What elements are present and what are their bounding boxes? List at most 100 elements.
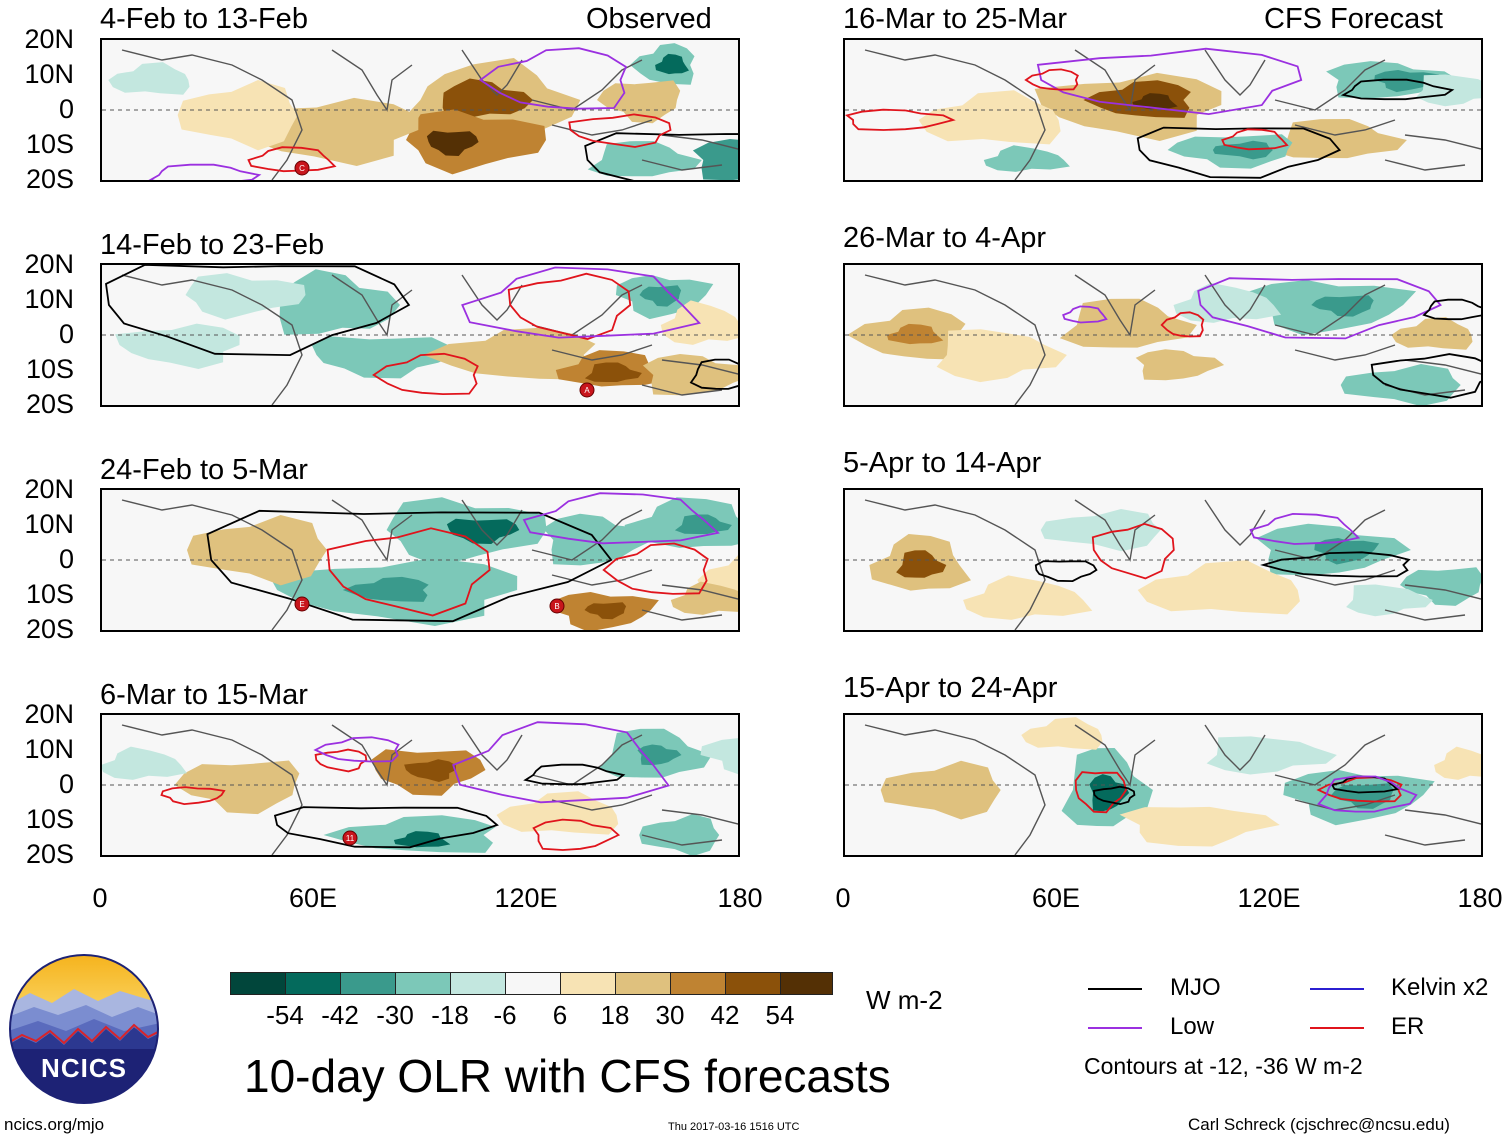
storm-marker-label: E [299,600,304,609]
lon-label: 60E [1031,883,1081,913]
lat-label: 10S [25,804,74,834]
olr-anomaly-region [1346,584,1433,617]
colorbar-tick: -30 [376,1000,414,1030]
storm-marker: B [549,598,565,614]
logo-text: NCICS [41,1053,127,1083]
olr-anomaly-region [1374,70,1440,93]
colorbar-tick: 6 [552,1000,568,1030]
wave-contour [1221,128,1289,151]
colorbar-swatch [560,972,616,995]
wave-contour [568,113,672,148]
wave-contour [532,818,621,851]
olr-anomaly-region [674,514,732,534]
colorbar-swatch [725,972,781,995]
olr-anomaly-region [880,760,1001,820]
colorbar-tick: -6 [493,1000,517,1030]
olr-anomaly-region [597,80,681,124]
colorbar-swatch [780,972,833,995]
storm-marker-label: B [554,602,559,611]
wave-contour [247,146,337,173]
olr-anomaly-region [1040,509,1161,552]
wave-contour [1136,126,1342,179]
olr-anomaly-region [1119,806,1280,847]
storm-marker: 11 [342,830,358,846]
olr-anomaly-region [642,354,738,396]
panel-title: 6-Mar to 15-Mar [100,679,308,711]
olr-anomaly-region [1269,119,1407,159]
colorbar-units: W m-2 [866,985,943,1015]
storm-marker: C [294,160,310,176]
storm-marker-label: A [584,386,590,395]
olr-anomaly-region [393,831,451,848]
wave-contour [1062,305,1108,324]
wave-contour [602,542,709,595]
colorbar-tick: -18 [431,1000,469,1030]
olr-field: A [102,265,738,405]
wave-contour [105,265,411,357]
panel-title: 14-Feb to 23-Feb [100,229,325,261]
colorbar-tick: -42 [321,1000,359,1030]
lat-label: 10S [25,129,74,159]
colorbar-tick: 18 [600,1000,630,1030]
olr-anomaly-region [115,323,240,369]
olr-anomaly-region [311,336,457,379]
lat-label: 0 [58,319,74,349]
lat-label: 20N [24,699,74,729]
olr-anomaly-region [918,90,1061,145]
olr-map: A [100,263,740,407]
olr-anomaly-region [1132,93,1178,110]
wave-contour [584,132,738,180]
panel-tag: CFS Forecast [1264,3,1443,35]
olr-field: 11 [102,721,738,855]
lon-label: 120E [494,883,558,913]
legend-label: ER [1391,1013,1425,1040]
olr-field [845,499,1481,630]
olr-anomaly-region [423,327,596,380]
colorbar-swatch [505,972,561,995]
olr-anomaly-region [108,62,190,95]
lon-label: 60E [288,883,338,913]
storm-marker: A [579,382,595,398]
legend-label: MJO [1170,974,1221,1001]
colorbar-swatch [340,972,396,995]
coastline [121,49,738,180]
wave-contour [372,352,479,396]
legend-line-kelvin [1310,988,1364,990]
olr-field [845,274,1481,405]
lat-label: 20N [24,249,74,279]
lat-label: 20S [25,614,74,644]
olr-anomaly-region [584,362,642,382]
olr-anomaly-region [655,53,689,75]
wave-contour [478,47,628,110]
wave-contour [326,527,491,617]
panel-title: 16-Mar to 25-Mar [843,3,1068,35]
wave-contour [1034,560,1098,583]
olr-anomaly-region [1416,74,1481,107]
olr-anomaly-region [187,515,327,586]
colorbar-tick: 30 [655,1000,685,1030]
storm-marker-label: C [299,164,305,173]
legend-label: Kelvin x2 [1391,974,1489,1001]
olr-map: C [100,38,740,182]
olr-anomaly-region [963,575,1093,620]
olr-map [843,263,1483,407]
ncics-logo: NCICS [8,953,160,1105]
coastline [121,274,738,405]
legend-line-er [1310,1027,1364,1029]
wave-contour [1197,277,1442,340]
panel-title: 24-Feb to 5-Mar [100,454,308,486]
contour-note: Contours at -12, -36 W m-2 [1084,1053,1363,1079]
panel-title: 15-Apr to 24-Apr [843,672,1058,704]
footer-url[interactable]: ncics.org/mjo [4,1115,105,1134]
olr-map [843,38,1483,182]
olr-anomaly-region [174,760,300,815]
olr-field: C [102,43,738,180]
olr-anomaly-region [102,746,187,780]
lat-label: 20S [25,839,74,869]
olr-anomaly-region [404,759,456,782]
lat-label: 10N [24,509,74,539]
olr-anomaly-region [1331,783,1394,809]
olr-anomaly-region [700,738,738,775]
olr-anomaly-region [587,141,702,177]
